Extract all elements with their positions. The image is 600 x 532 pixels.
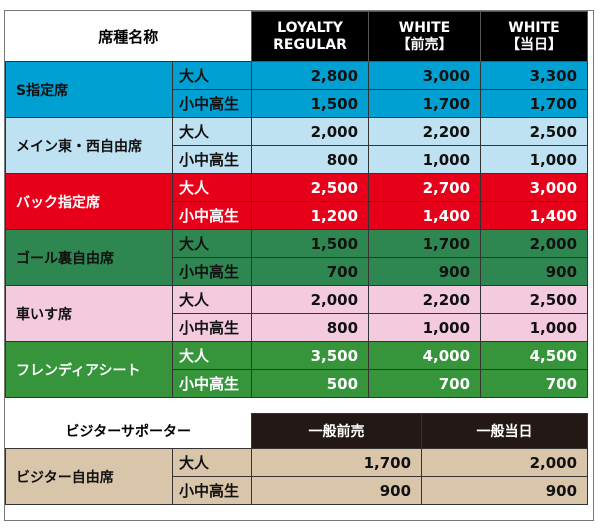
age-category: 小中高生	[171, 201, 253, 230]
table-row: S指定席 大人 2,800 3,000 3,300	[5, 61, 589, 118]
price-cell: 2,700	[368, 173, 482, 202]
age-category: 大人	[171, 61, 253, 90]
price-cell: 3,000	[368, 61, 482, 90]
table-row: 小中高生 500 700 700	[5, 369, 589, 398]
price-cell: 1,700	[368, 229, 482, 258]
age-category: 大人	[171, 448, 253, 477]
price-cell: 700	[368, 369, 482, 398]
age-category: 大人	[171, 341, 253, 370]
column-header-white-same-day: WHITE 【当日】	[480, 11, 589, 62]
price-cell: 2,500	[480, 285, 589, 314]
header-row: 席種名称 LOYALTY REGULAR WHITE 【前売】 WHITE 【当…	[6, 11, 589, 62]
seat-name: ビジター自由席	[5, 448, 173, 505]
price-cell: 2,500	[480, 117, 589, 146]
visitor-seat-name-header: ビジターサポーター	[65, 423, 191, 440]
price-cell: 1,000	[480, 313, 589, 342]
seat-name: ゴール裏自由席	[5, 229, 173, 286]
price-table-panel: 席種名称 LOYALTY REGULAR WHITE 【前売】 WHITE 【当…	[4, 10, 594, 521]
table-row: 小中高生 1,500 1,700 1,700	[5, 89, 589, 118]
seat-name: S指定席	[5, 61, 173, 118]
price-cell: 2,200	[368, 117, 482, 146]
price-cell: 800	[251, 145, 370, 174]
price-cell: 900	[251, 476, 423, 505]
visitor-table-row: ビジター自由席 大人 1,700 2,000	[5, 448, 589, 505]
age-category: 大人	[171, 173, 253, 202]
price-cell: 900	[480, 257, 589, 286]
age-category: 小中高生	[171, 313, 253, 342]
price-cell: 1,400	[368, 201, 482, 230]
visitor-header-row: ビジターサポーター 一般前売 一般当日	[6, 413, 589, 449]
table-row: メイン東・西自由席 大人 2,000 2,200 2,500	[5, 117, 589, 174]
price-cell: 2,000	[251, 285, 370, 314]
price-cell: 1,000	[368, 313, 482, 342]
price-cell: 900	[368, 257, 482, 286]
age-category: 小中高生	[171, 89, 253, 118]
age-category: 大人	[171, 117, 253, 146]
age-category: 小中高生	[171, 145, 253, 174]
price-cell: 3,500	[251, 341, 370, 370]
seat-name: 車いす席	[5, 285, 173, 342]
seat-name: メイン東・西自由席	[5, 117, 173, 174]
visitor-price-table: ビジターサポーター 一般前売 一般当日 ビジター自由席 大人 1,700 2,000 小…	[5, 413, 589, 505]
price-cell: 4,500	[480, 341, 589, 370]
price-cell: 1,000	[368, 145, 482, 174]
table-row: バック指定席 大人 2,500 2,700 3,000	[5, 173, 589, 230]
price-cell: 500	[251, 369, 370, 398]
price-cell: 700	[251, 257, 370, 286]
main-price-table: 席種名称 LOYALTY REGULAR WHITE 【前売】 WHITE 【当…	[5, 11, 589, 398]
column-header-loyalty-regular: LOYALTY REGULAR	[251, 11, 370, 62]
age-category: 大人	[171, 229, 253, 258]
price-cell: 2,800	[251, 61, 370, 90]
column-header-general-same-day: 一般当日	[421, 413, 589, 449]
age-category: 大人	[171, 285, 253, 314]
table-row: フレンディアシート 大人 3,500 4,000 4,500	[5, 341, 589, 398]
price-cell: 700	[480, 369, 589, 398]
price-cell: 1,700	[251, 448, 423, 477]
age-category: 小中高生	[171, 476, 253, 505]
price-cell: 3,300	[480, 61, 589, 90]
seat-name: フレンディアシート	[5, 341, 173, 398]
price-cell: 1,400	[480, 201, 589, 230]
price-cell: 1,500	[251, 89, 370, 118]
price-cell: 2,000	[480, 229, 589, 258]
table-row: 車いす席 大人 2,000 2,200 2,500	[5, 285, 589, 342]
price-cell: 900	[421, 476, 589, 505]
table-row: ゴール裏自由席 大人 1,500 1,700 2,000	[5, 229, 589, 286]
age-category: 小中高生	[171, 369, 253, 398]
column-header-white-advance: WHITE 【前売】	[368, 11, 482, 62]
price-cell: 1,500	[251, 229, 370, 258]
price-cell: 1,200	[251, 201, 370, 230]
price-cell: 2,000	[421, 448, 589, 477]
price-cell: 1,700	[480, 89, 589, 118]
price-cell: 3,000	[480, 173, 589, 202]
price-cell: 4,000	[368, 341, 482, 370]
column-header-general-advance: 一般前売	[251, 413, 423, 449]
price-cell: 2,500	[251, 173, 370, 202]
price-cell: 800	[251, 313, 370, 342]
seat-name: バック指定席	[5, 173, 173, 230]
price-cell: 1,700	[368, 89, 482, 118]
price-cell: 1,000	[480, 145, 589, 174]
age-category: 小中高生	[171, 257, 253, 286]
price-cell: 2,200	[368, 285, 482, 314]
seat-name-header: 席種名称	[98, 27, 159, 46]
price-cell: 2,000	[251, 117, 370, 146]
